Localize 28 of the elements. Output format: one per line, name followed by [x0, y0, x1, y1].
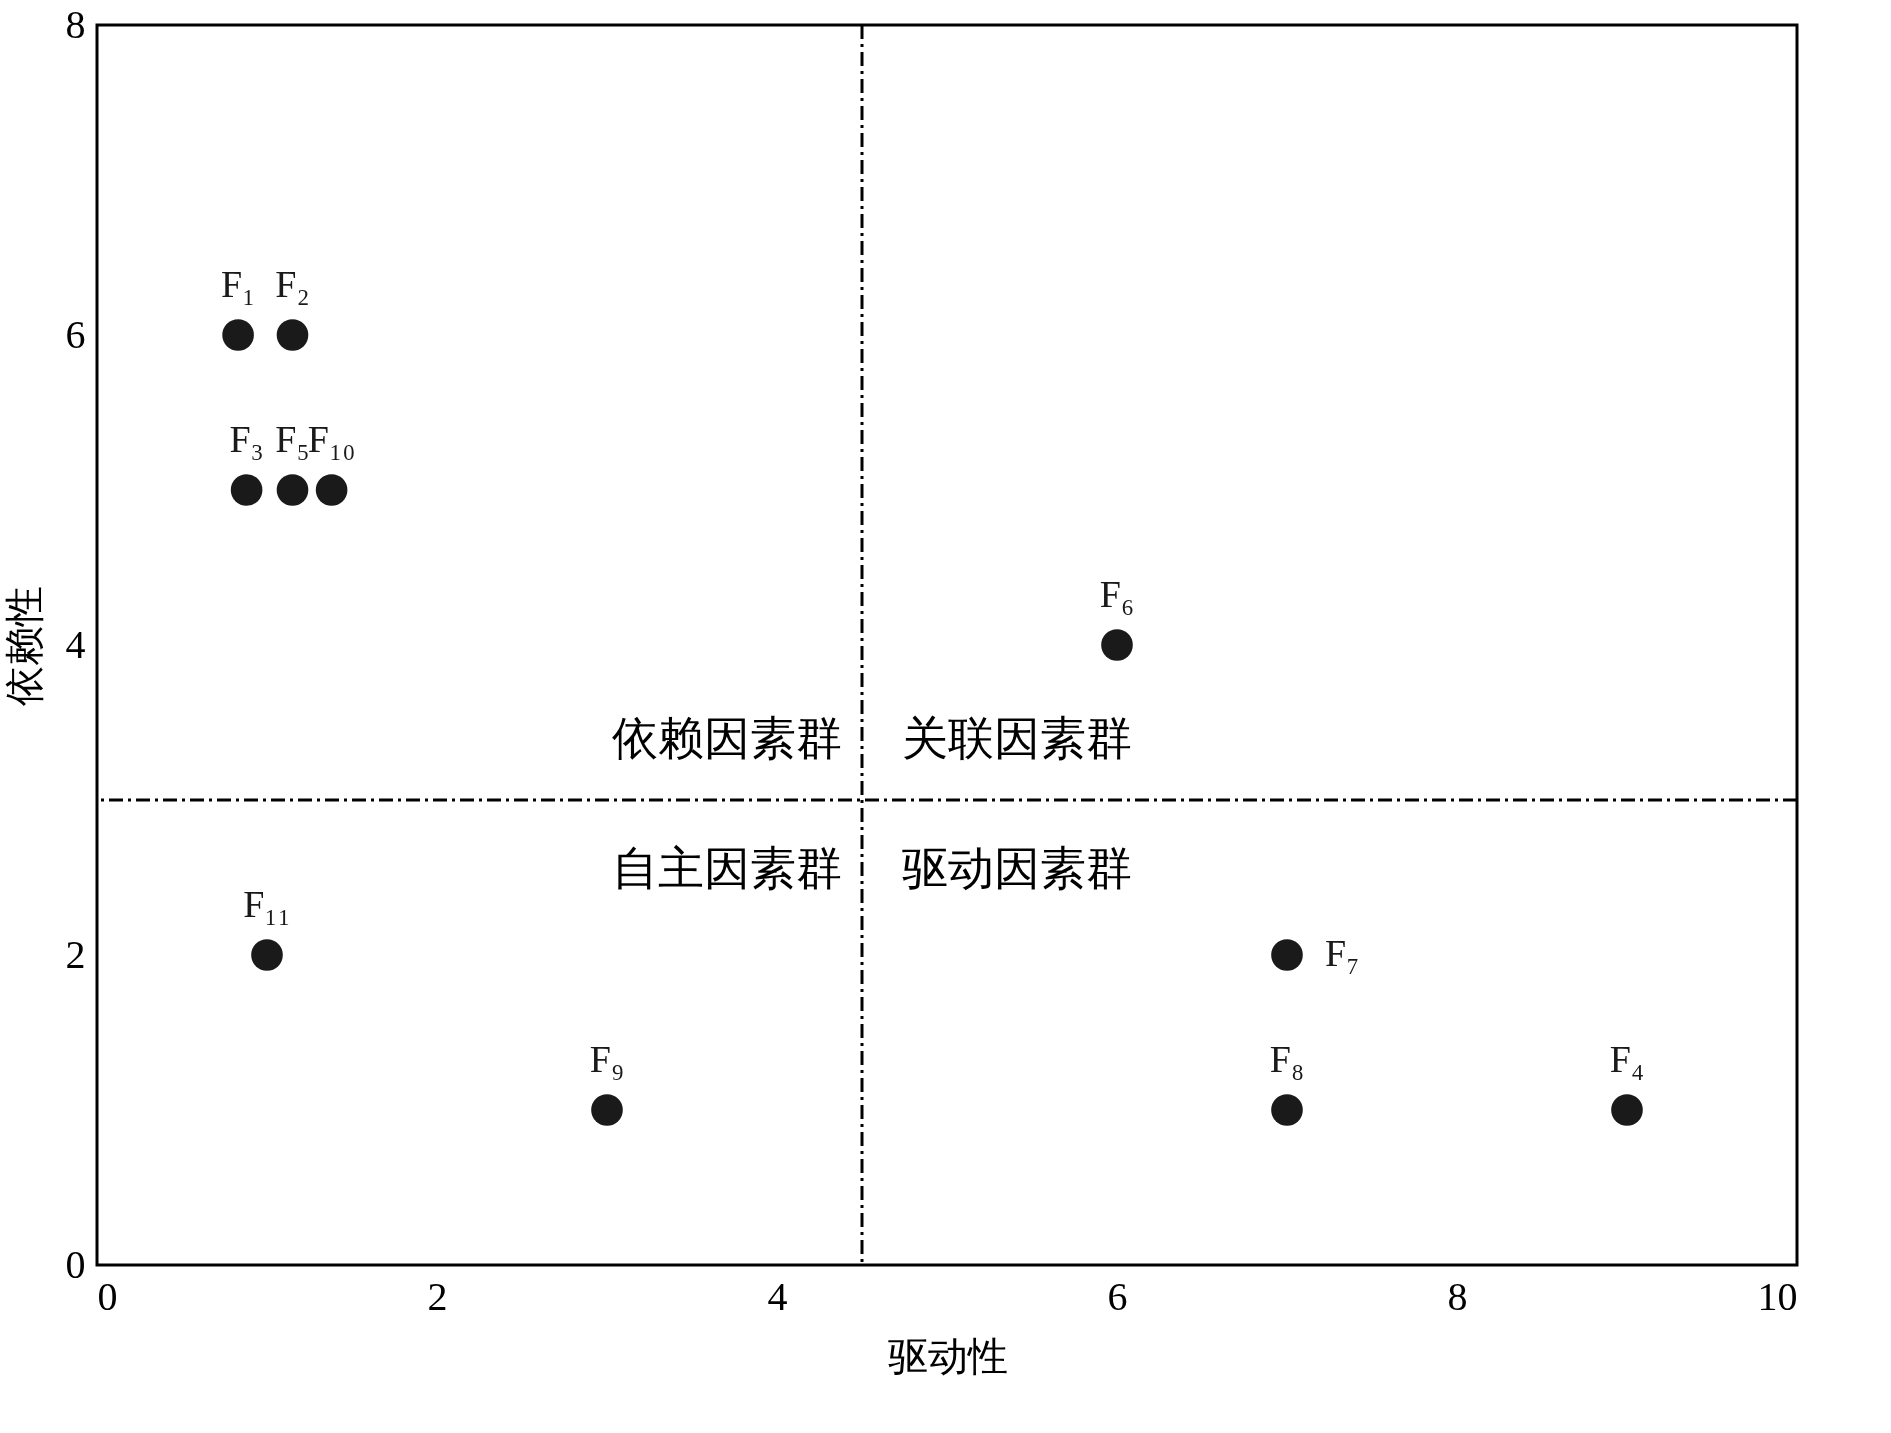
x-tick-label: 2: [427, 1273, 448, 1319]
y-tick-label: 2: [65, 931, 86, 977]
annotation: 自主因素群: [612, 841, 842, 895]
series-label: F₂: [275, 263, 310, 305]
x-tick-label: 4: [767, 1273, 788, 1319]
y-axis-title: 依赖性: [0, 585, 47, 706]
x-tick-label: 8: [1447, 1273, 1468, 1319]
series-label: F₁: [220, 263, 256, 305]
series-label: F₇: [1325, 932, 1360, 974]
series-label: F₈: [1269, 1038, 1305, 1080]
y-tick-label: 8: [65, 1, 86, 47]
y-tick-label: 6: [65, 311, 86, 357]
series-label: F₉: [589, 1038, 625, 1080]
series-label: F₅: [275, 418, 310, 460]
series-label: F₁₁: [243, 883, 291, 925]
x-tick-label: 10: [1757, 1273, 1798, 1319]
annotation: 依赖因素群: [612, 711, 842, 765]
y-tick-label: 4: [65, 621, 86, 667]
x-tick-label: 6: [1107, 1273, 1128, 1319]
x-axis-title: 驱动性: [887, 1332, 1008, 1379]
series-label: F₃: [229, 418, 264, 460]
annotation: 驱动因素群: [902, 841, 1132, 895]
series-label: F₁₀: [307, 418, 356, 460]
x-tick-label: 0: [97, 1273, 118, 1319]
series-label: F₆: [1099, 573, 1135, 615]
annotation: 关联因素群: [902, 711, 1132, 765]
y-tick-label: 0: [65, 1241, 86, 1287]
series-label: F₄: [1609, 1038, 1645, 1080]
